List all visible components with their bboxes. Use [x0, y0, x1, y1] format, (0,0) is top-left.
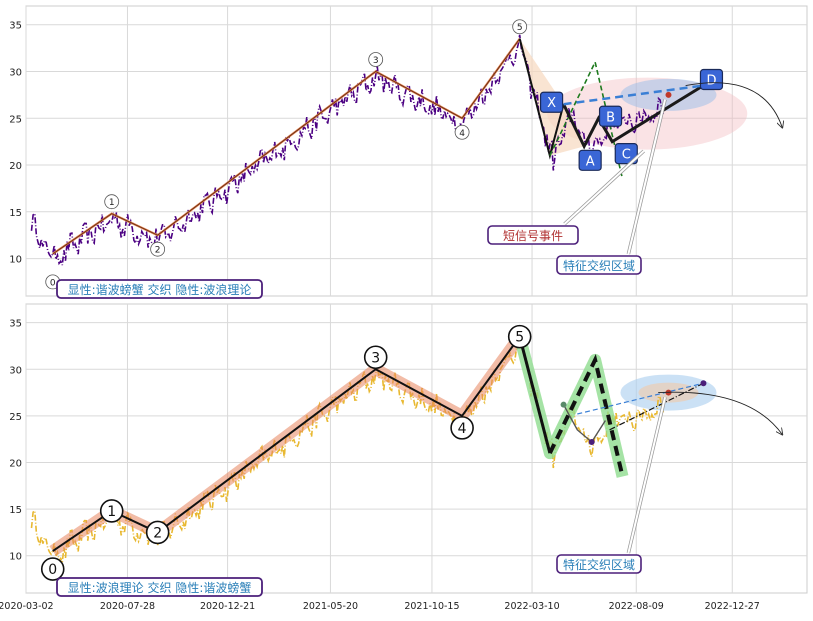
wave-label-circle: [150, 241, 166, 257]
annotation-box: [556, 255, 642, 275]
dashed-path: [548, 354, 625, 477]
wave-line: [52, 336, 521, 552]
x-tick-label: 2020-12-21: [200, 601, 255, 612]
y-tick-label: 10: [9, 255, 22, 266]
annotation-text: 特征交织区域: [563, 258, 635, 273]
y-tick-label: 15: [9, 505, 22, 516]
impulse-line: [518, 336, 552, 454]
y-tick-label: 25: [9, 114, 22, 125]
wave-label-circle: [507, 324, 532, 349]
forecast-curve: [658, 391, 782, 434]
wave-label: 1: [107, 504, 116, 520]
caption-text: 显性:波浪理论 交织 隐性:谐波螃蟹: [68, 580, 252, 595]
wave-label: 5: [517, 23, 523, 33]
annotation-box: [487, 225, 579, 245]
harmonic-label: B: [606, 110, 615, 125]
harmonic-dot: [588, 438, 595, 445]
wave-line-core: [52, 38, 521, 255]
wave-label-circle: [145, 520, 170, 545]
harmonic-label-box: [539, 91, 564, 113]
y-tick-label: 35: [9, 21, 22, 32]
x-tick-label: 2021-10-15: [404, 601, 459, 612]
wave-label-circle: [99, 499, 124, 523]
wave-label: 3: [371, 350, 380, 366]
wave-label: 4: [459, 129, 465, 139]
harmonic-label: C: [622, 148, 631, 163]
projection-line: [577, 382, 704, 415]
harmonic-label-box: [598, 105, 623, 127]
plot-area: [25, 5, 808, 297]
caption-box: [56, 279, 263, 299]
harmonic-label: X: [547, 96, 556, 111]
harmonic-line: [562, 84, 705, 150]
forecast-curve: [685, 82, 783, 128]
projection-line: [563, 84, 704, 106]
plot-area: [25, 303, 808, 594]
harmonic-sketch: [562, 404, 606, 444]
wave-label: 4: [458, 421, 467, 437]
y-tick-label: 20: [9, 161, 22, 172]
y-tick-label: 30: [9, 365, 22, 376]
annotation-arrow: [627, 396, 667, 554]
annotation-arrow: [563, 150, 645, 225]
x-tick-label: 2020-03-02: [0, 601, 54, 612]
wave-label-circle: [104, 194, 120, 210]
harmonic-label: D: [706, 74, 716, 89]
y-tick-label: 20: [9, 458, 22, 469]
harmonic-dot: [560, 401, 567, 408]
annotation-box: [556, 554, 642, 574]
y-tick-label: 30: [9, 67, 22, 78]
y-tick-label: 25: [9, 412, 22, 423]
wave-label-circle: [363, 345, 388, 370]
y-tick-label: 15: [9, 208, 22, 219]
target-dot: [700, 380, 707, 387]
harmonic-label: A: [586, 154, 595, 169]
wave-label: 1: [109, 198, 115, 208]
caption-box: [56, 577, 263, 597]
x-tick-label: 2020-07-28: [100, 601, 155, 612]
harmonic-label-box: [614, 143, 638, 165]
annotation-text: 短信号事件: [503, 229, 563, 243]
y-tick-label: 10: [9, 552, 22, 563]
harmonic-label-box: [578, 149, 602, 171]
annotation-text: 特征交织区域: [563, 557, 635, 572]
x-tick-label: 2022-08-09: [609, 601, 664, 612]
dashed-path: [549, 59, 624, 180]
wave-label: 3: [373, 56, 379, 66]
wave-label-circle: [512, 19, 528, 35]
wave-label-circle: [368, 52, 384, 67]
wave-label: 2: [155, 246, 161, 256]
wave-label: 0: [50, 278, 56, 288]
wave-label: 2: [153, 525, 162, 541]
harmonic-label-box: [699, 68, 724, 91]
wave-label: 0: [48, 562, 57, 578]
wave-label-circle: [450, 416, 474, 440]
caption-text: 显性:谐波螃蟹 交织 隐性:波浪理论: [68, 282, 252, 297]
interweave-region-ellipse: [547, 77, 748, 150]
x-tick-label: 2022-12-27: [705, 601, 760, 612]
y-tick-label: 35: [9, 319, 22, 330]
wave-label: 5: [515, 330, 524, 346]
annotation-arrow: [627, 99, 667, 255]
target-dot: [665, 91, 672, 98]
x-tick-label: 2021-05-20: [303, 601, 358, 612]
x-tick-label: 2022-03-10: [504, 601, 559, 612]
wave-label-circle: [454, 124, 470, 140]
projection-line-dark: [609, 382, 704, 431]
wave-label-circle: [40, 557, 65, 581]
